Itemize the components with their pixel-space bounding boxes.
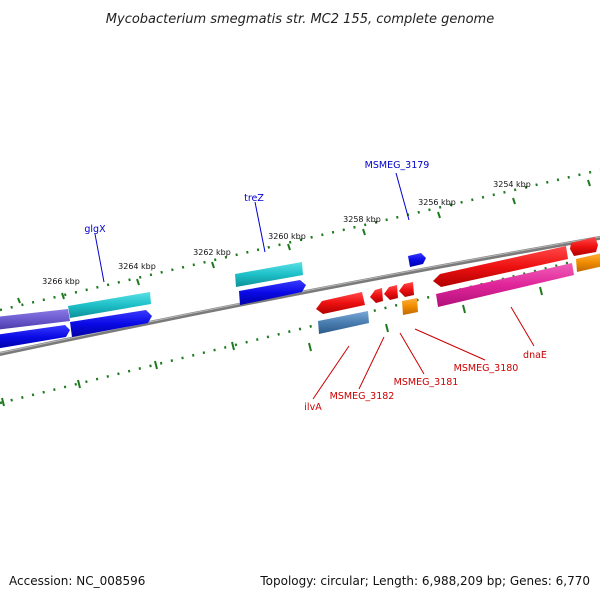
gene-ilvA-steel — [318, 311, 369, 334]
inner-ruler — [0, 253, 600, 407]
ruler-label-3266-kbp: 3266 kbp — [42, 277, 80, 286]
gene-dnaE-red — [433, 246, 568, 287]
leader-MSMEG_3180 — [414, 328, 486, 361]
leader-treZ — [254, 201, 266, 253]
gene-MSMEG_3180-red — [399, 282, 414, 297]
gene-label-glgX: glgX — [84, 224, 106, 235]
gene-blue-glgX-partner — [70, 310, 152, 337]
leader-MSMEG_3182 — [358, 336, 385, 390]
ruler-label-3262-kbp: 3262 kbp — [193, 248, 231, 257]
gene-dnaE-magenta — [436, 263, 574, 307]
ruler-label-3254-kbp: 3254 kbp — [493, 180, 531, 189]
genome-backbone — [0, 235, 600, 356]
leader-dnaE — [510, 306, 535, 347]
gene-label-MSMEG_3180: MSMEG_3180 — [454, 363, 519, 374]
inner-ruler-major-ticks — [1, 286, 543, 407]
gene-MSMEG_3180-orange — [402, 298, 418, 315]
leader-MSMEG_3179 — [395, 172, 410, 221]
gene-label-MSMEG_3179: MSMEG_3179 — [365, 160, 430, 171]
accession-text: Accession: NC_008596 — [9, 574, 146, 588]
leader-glgX — [94, 233, 105, 283]
ruler-label-3260-kbp: 3260 kbp — [268, 232, 306, 241]
genome-summary-text: Topology: circular; Length: 6,988,209 bp… — [260, 574, 590, 588]
gene-label-MSMEG_3181: MSMEG_3181 — [394, 377, 459, 388]
map-title: Mycobacterium smegmatis str. MC2 155, co… — [106, 12, 494, 27]
gene-label-treZ: treZ — [244, 193, 264, 204]
outer-ruler-major-ticks — [17, 179, 591, 304]
gene-orange-right — [576, 253, 600, 272]
gene-purple-forward — [0, 309, 70, 330]
leader-ilvA — [312, 345, 350, 400]
gene-ilvA-red — [316, 292, 365, 314]
gene-MSMEG_3179 — [408, 253, 426, 267]
reverse-strand-features — [316, 246, 600, 334]
gene-red-forward-right — [570, 237, 598, 256]
gene-MSMEG_3181 — [384, 285, 398, 300]
gene-label-leaders — [94, 172, 535, 400]
forward-strand-features — [0, 237, 598, 330]
gene-label-MSMEG_3182: MSMEG_3182 — [330, 391, 395, 402]
leader-MSMEG_3181 — [399, 332, 425, 375]
gene-labels: MSMEG_3179 treZ glgX ilvA MSMEG_3182 MSM… — [84, 160, 547, 413]
ruler-labels: 3254 kbp 3256 kbp 3258 kbp 3260 kbp 3262… — [42, 180, 531, 286]
ruler-label-3264-kbp: 3264 kbp — [118, 262, 156, 271]
second-row-forward-features — [0, 280, 306, 349]
ruler-label-3256-kbp: 3256 kbp — [418, 198, 456, 207]
gene-label-ilvA: ilvA — [304, 402, 322, 413]
gene-MSMEG_3182 — [370, 288, 383, 303]
ruler-label-3258-kbp: 3258 kbp — [343, 215, 381, 224]
gene-glgX — [68, 292, 151, 318]
gene-blue-treZ-partner — [239, 280, 306, 305]
outer-ruler — [0, 168, 600, 312]
gene-treZ — [235, 262, 303, 287]
gene-label-dnaE: dnaE — [523, 350, 547, 361]
gene-blue-left — [0, 325, 70, 349]
